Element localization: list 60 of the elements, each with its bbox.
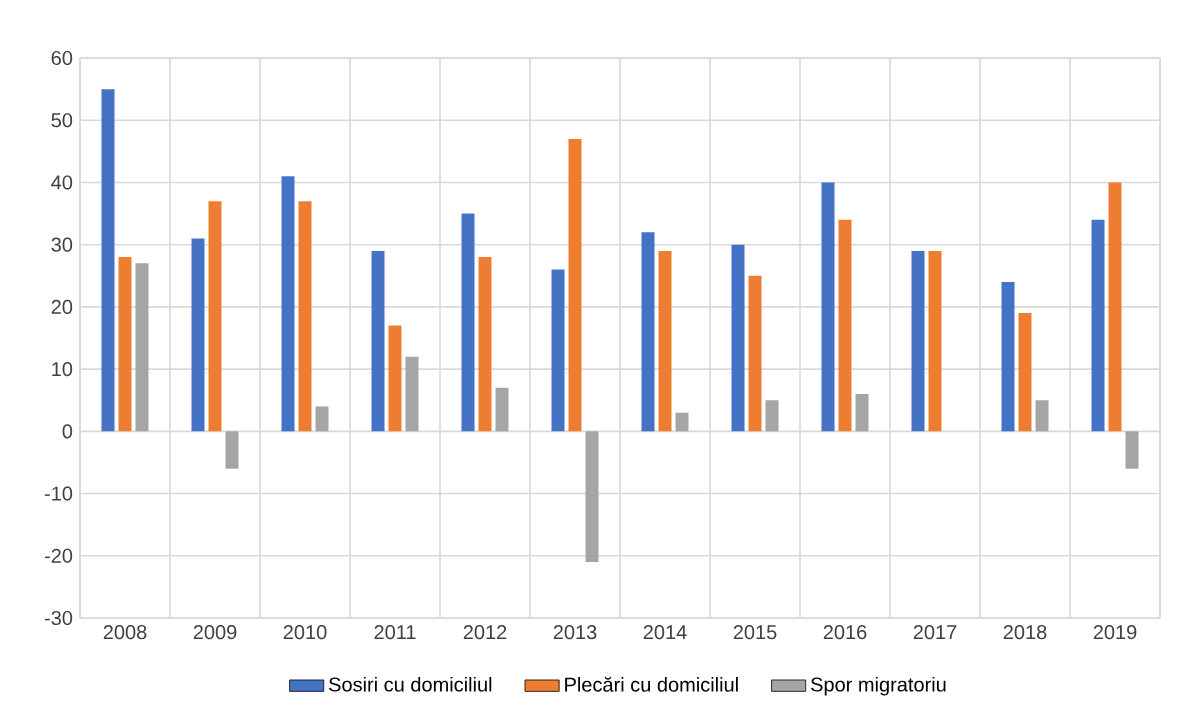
x-tick-label: 2015 bbox=[733, 625, 777, 640]
y-tick-label: -30 bbox=[44, 610, 73, 626]
bar bbox=[298, 201, 312, 432]
bar bbox=[765, 400, 779, 432]
bar bbox=[585, 431, 599, 562]
y-tick-label: 20 bbox=[51, 299, 73, 314]
y-tick-label: 40 bbox=[51, 175, 73, 190]
bar bbox=[461, 213, 475, 432]
legend-label: Sosiri cu domiciliul bbox=[329, 676, 492, 692]
x-tick-label: 2009 bbox=[193, 625, 237, 640]
x-tick-label: 2008 bbox=[103, 625, 147, 640]
y-tick-label: -10 bbox=[44, 486, 73, 501]
x-tick-label: 2013 bbox=[553, 625, 597, 640]
y-tick-label: 50 bbox=[51, 113, 73, 128]
bar bbox=[838, 219, 852, 432]
y-tick-label: 0 bbox=[62, 424, 73, 439]
bar bbox=[101, 89, 115, 432]
legend-label: Spor migratoriu bbox=[811, 676, 946, 696]
bar bbox=[388, 325, 402, 432]
bar bbox=[1125, 431, 1139, 469]
bar bbox=[208, 201, 222, 432]
x-tick-label: 2016 bbox=[823, 625, 867, 640]
bar bbox=[551, 269, 565, 432]
bar bbox=[675, 412, 689, 432]
bar bbox=[1035, 400, 1049, 432]
bar bbox=[748, 275, 762, 432]
bar bbox=[495, 387, 509, 432]
bar bbox=[821, 182, 835, 432]
bar bbox=[911, 250, 925, 432]
bar bbox=[315, 406, 329, 432]
bar bbox=[568, 138, 582, 432]
y-tick-label: 30 bbox=[51, 237, 73, 252]
bar bbox=[225, 431, 239, 469]
x-tick-label: 2017 bbox=[913, 625, 957, 640]
bar bbox=[1001, 282, 1015, 432]
bar bbox=[731, 244, 745, 432]
bar bbox=[641, 232, 655, 432]
y-tick-label: -20 bbox=[44, 548, 73, 563]
bar bbox=[281, 176, 295, 432]
bar bbox=[855, 394, 869, 432]
bar bbox=[118, 257, 132, 432]
legend-label: Plecări cu domiciliul bbox=[565, 676, 738, 692]
y-tick-label: 60 bbox=[51, 50, 73, 66]
bar bbox=[1018, 313, 1032, 432]
bar bbox=[405, 356, 419, 432]
x-tick-label: 2019 bbox=[1093, 625, 1137, 640]
bar bbox=[1108, 182, 1122, 432]
bar bbox=[658, 250, 672, 432]
x-tick-label: 2010 bbox=[283, 625, 327, 640]
x-tick-label: 2012 bbox=[463, 625, 507, 640]
x-tick-label: 2014 bbox=[643, 625, 687, 640]
y-tick-label: 10 bbox=[52, 362, 73, 377]
bar bbox=[191, 238, 205, 432]
bar bbox=[928, 250, 942, 432]
bar bbox=[478, 257, 492, 432]
bar bbox=[371, 250, 385, 432]
bar bbox=[1091, 219, 1105, 432]
bar bbox=[135, 263, 149, 432]
x-tick-label: 2018 bbox=[1003, 625, 1047, 640]
x-tick-label: 2011 bbox=[374, 625, 416, 640]
